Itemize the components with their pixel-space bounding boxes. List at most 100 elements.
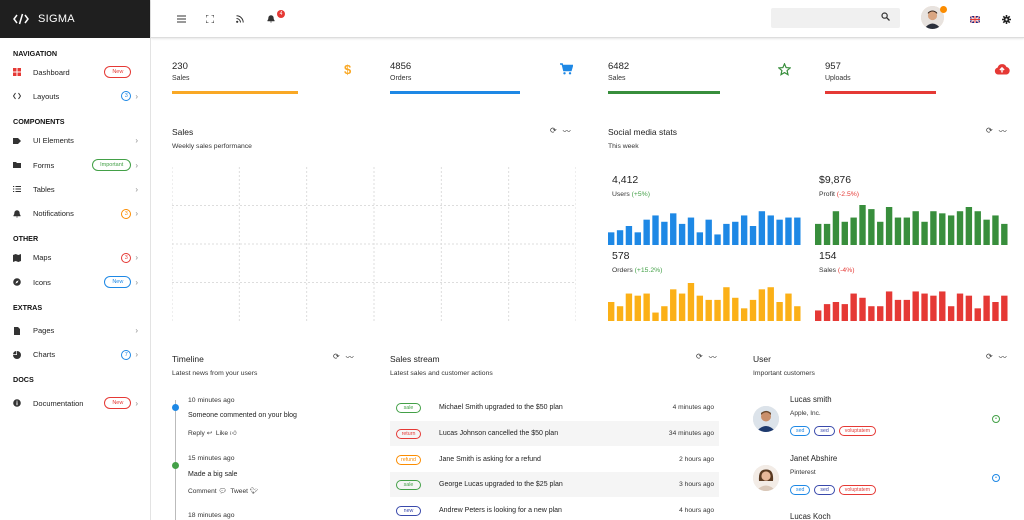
- sidebar-item-label: Layouts: [33, 91, 60, 101]
- stream-time: 3 hours ago: [679, 481, 714, 488]
- info-icon[interactable]: •: [992, 474, 1000, 482]
- code-icon: [13, 92, 21, 100]
- stat-orders: 4856 Orders: [390, 61, 411, 82]
- bar: [921, 293, 928, 321]
- thumbs-up-icon[interactable]: 👍︎: [229, 430, 237, 437]
- stream-row[interactable]: new Andrew Peters is looking for a new pl…: [390, 498, 719, 520]
- flag-icon[interactable]: [969, 13, 981, 25]
- new-badge: New: [104, 276, 132, 289]
- stream-row[interactable]: sale George Lucas upgraded to the $25 pla…: [390, 472, 719, 497]
- menu-icon[interactable]: [175, 13, 187, 25]
- users-value: 4,412: [612, 174, 639, 186]
- bar: [868, 209, 875, 245]
- trend-icon[interactable]: 〰: [998, 353, 1007, 362]
- sidebar-item-charts[interactable]: Charts 7 ›: [0, 343, 150, 367]
- section-extras: EXTRAS: [13, 302, 43, 312]
- bar: [992, 302, 999, 321]
- bar: [608, 232, 615, 245]
- bar: [939, 213, 946, 245]
- sales-chart: [172, 167, 576, 321]
- brand-name: SIGMA: [38, 13, 75, 25]
- stat-value: 957: [825, 61, 841, 72]
- bar: [947, 215, 955, 245]
- bar: [974, 308, 981, 321]
- avatar[interactable]: [921, 6, 944, 29]
- card-title: Social media stats: [608, 127, 677, 137]
- sidebar-item-label: UI Elements: [33, 136, 74, 146]
- user-name[interactable]: Lucas smith: [790, 395, 832, 404]
- bar: [850, 293, 857, 321]
- sidebar-item-ui-elements[interactable]: UI Elements ›: [0, 129, 150, 153]
- avatar: [753, 465, 779, 491]
- sidebar-item-tables[interactable]: Tables ›: [0, 177, 150, 201]
- comment-link[interactable]: Comment: [188, 488, 217, 495]
- bar: [912, 291, 919, 321]
- search-input[interactable]: [771, 8, 900, 28]
- chevron-right-icon: ›: [135, 253, 138, 263]
- fullscreen-icon[interactable]: [204, 13, 216, 25]
- section-components: COMPONENTS: [13, 117, 65, 127]
- user-name[interactable]: Janet Abshire: [790, 454, 838, 463]
- sidebar-item-forms[interactable]: Forms Important ›: [0, 153, 150, 177]
- user-name[interactable]: Lucas Koch: [790, 512, 831, 520]
- card-tools: ⟳ 〰: [550, 126, 571, 137]
- bar: [652, 215, 659, 245]
- stat-progress-bar: [390, 91, 520, 94]
- sale-tag: sale: [396, 402, 421, 413]
- refresh-icon[interactable]: ⟳: [550, 126, 557, 135]
- users-label: Users (+5%): [612, 191, 650, 198]
- like-link[interactable]: Like: [215, 430, 229, 437]
- count-badge: 3: [121, 252, 132, 263]
- search-icon[interactable]: [881, 12, 890, 23]
- rss-icon[interactable]: [234, 13, 246, 25]
- sales-bar-chart: [815, 291, 1008, 321]
- bar: [740, 215, 748, 245]
- chevron-right-icon: ›: [135, 326, 138, 336]
- sidebar-item-icons[interactable]: Icons New ›: [0, 270, 150, 294]
- trend-icon[interactable]: 〰: [562, 127, 571, 136]
- comment-icon[interactable]: 💬︎: [218, 488, 227, 495]
- orders-bar-chart: [608, 283, 801, 321]
- chevron-right-icon: ›: [135, 136, 138, 146]
- sidebar-item-documentation[interactable]: Documentation New ›: [0, 391, 150, 415]
- stream-time: 2 hours ago: [679, 456, 714, 463]
- bar: [894, 299, 902, 321]
- bar: [740, 308, 748, 321]
- sidebar-item-pages[interactable]: Pages ›: [0, 318, 150, 342]
- chevron-right-icon: ›: [135, 398, 138, 408]
- trend-icon[interactable]: 〰: [345, 353, 354, 362]
- section-navigation: NAVIGATION: [13, 48, 58, 58]
- refresh-icon[interactable]: ⟳: [696, 352, 703, 361]
- refresh-icon[interactable]: ⟳: [986, 126, 993, 135]
- stream-text: George Lucas upgraded to the $25 plan: [439, 481, 563, 488]
- reply-link[interactable]: Reply: [188, 430, 205, 437]
- tweet-link[interactable]: Tweet: [230, 488, 248, 495]
- stream-row[interactable]: refund Jane Smith is asking for a refund 2…: [390, 447, 719, 472]
- bar: [930, 211, 937, 245]
- orders-value: 578: [612, 250, 630, 262]
- stream-row[interactable]: sale Michael Smith upgraded to the $50 pl…: [390, 395, 719, 420]
- sidebar-item-layouts[interactable]: Layouts 3 ›: [0, 84, 150, 108]
- return-tag: return: [396, 428, 421, 439]
- chevron-right-icon: ›: [135, 277, 138, 287]
- check-icon[interactable]: •: [992, 415, 1000, 423]
- refresh-icon[interactable]: ⟳: [333, 352, 340, 361]
- timeline-time: 10 minutes ago: [188, 397, 235, 404]
- refresh-icon[interactable]: ⟳: [986, 352, 993, 361]
- trend-icon[interactable]: 〰: [708, 353, 717, 362]
- bar: [877, 221, 884, 245]
- stat-value: 4856: [390, 61, 412, 72]
- bar: [859, 205, 866, 245]
- bell-icon[interactable]: [265, 13, 277, 25]
- twitter-icon[interactable]: 🐦︎: [249, 488, 259, 495]
- bar: [965, 295, 973, 321]
- sidebar-item-notifications[interactable]: Notifications 3 ›: [0, 201, 150, 225]
- stream-row[interactable]: return Lucas Johnson cancelled the $50 pl…: [390, 421, 719, 446]
- sidebar-item-maps[interactable]: Maps 3 ›: [0, 246, 150, 270]
- trend-icon[interactable]: 〰: [998, 127, 1007, 136]
- reply-icon[interactable]: ↩: [206, 430, 213, 437]
- gear-icon[interactable]: [1000, 13, 1012, 25]
- tag-icon: [13, 137, 21, 145]
- brand[interactable]: SIGMA: [0, 0, 150, 38]
